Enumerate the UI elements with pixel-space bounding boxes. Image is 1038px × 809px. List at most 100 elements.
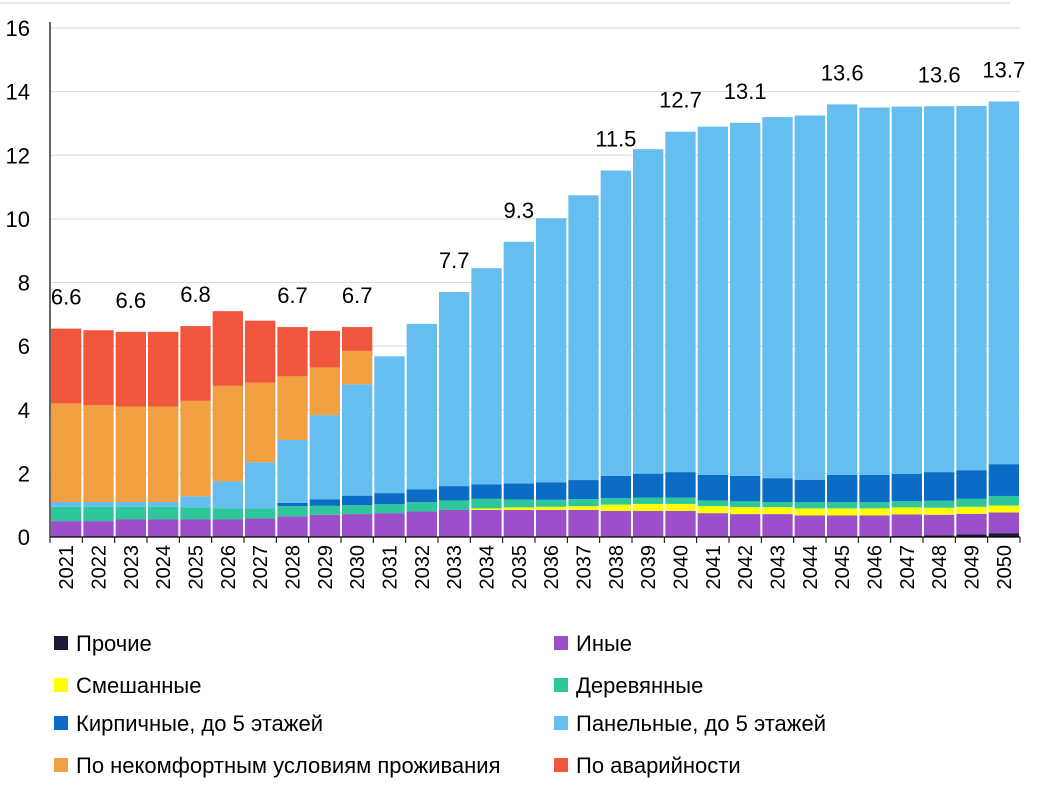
- bar-segment-2050-s4: [988, 464, 1019, 496]
- bar-segment-2033-s5: [439, 292, 470, 487]
- bar-segment-2025-s3: [180, 507, 211, 520]
- total-label-2028: 6.7: [277, 283, 308, 308]
- bar-segment-2047-s3: [891, 501, 922, 508]
- legend-label-3: Деревянные: [576, 673, 703, 698]
- bar-segment-2046-s3: [859, 502, 890, 509]
- bar-segment-2033-s3: [439, 500, 470, 510]
- bar-segment-2040-s1: [665, 510, 696, 537]
- x-tick-label: 2023: [121, 545, 143, 590]
- bar-segment-2039-s4: [633, 473, 664, 498]
- bar-segment-2046-s4: [859, 474, 890, 503]
- bar-segment-2025-s6: [180, 400, 211, 497]
- total-label-2040: 12.7: [659, 88, 702, 113]
- bar-segment-2050-s5: [988, 101, 1019, 465]
- bar-segment-2026-s6: [212, 385, 243, 482]
- bar-segment-2027-s6: [245, 382, 276, 463]
- legend-label-4: Кирпичные, до 5 этажей: [76, 711, 323, 736]
- y-tick-label: 12: [6, 143, 30, 168]
- bar-segment-2023-s1: [115, 519, 146, 537]
- x-tick-label: 2047: [897, 545, 919, 590]
- bar-segment-2025-s7: [180, 326, 211, 401]
- bar-segment-2030-s4: [342, 495, 373, 506]
- bar-segment-2048-s3: [924, 500, 955, 508]
- y-tick-label: 6: [18, 334, 30, 359]
- bar-segment-2022-s1: [83, 521, 114, 537]
- bar-segment-2045-s2: [827, 508, 858, 516]
- bar-segment-2037-s1: [568, 509, 599, 537]
- bar-segment-2043-s5: [762, 117, 793, 479]
- x-tick-label: 2029: [315, 545, 337, 590]
- x-tick-label: 2046: [865, 545, 887, 590]
- bar-segment-2049-s2: [956, 506, 987, 514]
- x-tick-label: 2030: [347, 545, 369, 590]
- bar-segment-2024-s6: [148, 406, 179, 503]
- legend-label-1: Иные: [576, 631, 632, 656]
- bar-segment-2026-s7: [212, 311, 243, 386]
- gridlines: [0, 2, 1020, 474]
- bar-segment-2021-s6: [51, 403, 82, 503]
- bar-segment-2021-s1: [51, 521, 82, 537]
- bar-segment-2022-s5: [83, 502, 114, 507]
- bar-segment-2030-s7: [342, 327, 373, 351]
- bar-segment-2032-s1: [406, 511, 437, 537]
- bar-segment-2050-s2: [988, 505, 1019, 513]
- bar-segment-2044-s5: [794, 115, 825, 480]
- bar-segment-2032-s4: [406, 489, 437, 503]
- bar-segment-2029-s3: [309, 505, 340, 515]
- x-tick-label: 2048: [929, 545, 951, 590]
- x-tick-label: 2024: [153, 545, 175, 590]
- legend-label-7: По аварийности: [576, 753, 741, 778]
- bar-segment-2042-s3: [730, 501, 761, 508]
- total-label-2025: 6.8: [180, 282, 211, 307]
- x-tick-label: 2033: [444, 545, 466, 590]
- bar-segment-2041-s1: [697, 513, 728, 537]
- bar-segment-2035-s2: [503, 507, 534, 510]
- bar-segment-2045-s1: [827, 515, 858, 537]
- x-tick-label: 2043: [768, 545, 790, 590]
- bar-segment-2022-s6: [83, 404, 114, 503]
- bar-segment-2027-s3: [245, 508, 276, 519]
- bar-segment-2038-s5: [600, 170, 631, 476]
- bar-segment-2037-s2: [568, 506, 599, 510]
- bar-segment-2024-s7: [148, 331, 179, 407]
- legend-swatch-4: [54, 716, 68, 730]
- bar-segment-2046-s5: [859, 107, 890, 475]
- bar-segment-2045-s5: [827, 104, 858, 475]
- y-tick-label: 10: [6, 207, 30, 232]
- x-tick-label: 2021: [56, 545, 78, 590]
- bar-segment-2035-s1: [503, 509, 534, 537]
- total-label-2030: 6.7: [342, 283, 373, 308]
- bar-segment-2029-s7: [309, 330, 340, 368]
- bar-segment-2041-s2: [697, 506, 728, 514]
- bar-segment-2024-s5: [148, 502, 179, 507]
- bar-segment-2042-s5: [730, 122, 761, 476]
- bar-segment-2034-s2: [471, 508, 502, 510]
- bar-segment-2031-s1: [374, 513, 405, 537]
- bar-segment-2021-s3: [51, 506, 82, 522]
- legend-swatch-5: [554, 716, 568, 730]
- bar-segment-2049-s5: [956, 105, 987, 471]
- total-label-2042: 13.1: [724, 79, 767, 104]
- bar-segment-2030-s5: [342, 384, 373, 496]
- bar-segment-2039-s2: [633, 503, 664, 511]
- legend-swatch-6: [54, 758, 68, 772]
- x-tick-label: 2027: [250, 545, 272, 590]
- bar-segment-2042-s4: [730, 475, 761, 502]
- bar-segment-2040-s3: [665, 497, 696, 504]
- x-tick-label: 2032: [412, 545, 434, 590]
- bar-segment-2049-s0: [956, 534, 987, 537]
- bar-segment-2049-s1: [956, 513, 987, 535]
- bar-segment-2049-s3: [956, 498, 987, 507]
- bar-segment-2034-s5: [471, 268, 502, 485]
- bar-segment-2037-s5: [568, 195, 599, 481]
- bar-segment-2047-s2: [891, 507, 922, 515]
- x-tick-label: 2049: [962, 545, 984, 590]
- y-tick-label: 16: [6, 16, 30, 41]
- bar-segment-2028-s7: [277, 327, 308, 377]
- bar-segment-2035-s5: [503, 241, 534, 484]
- bar-segment-2047-s4: [891, 474, 922, 502]
- total-label-2023: 6.6: [116, 288, 147, 313]
- bar-segment-2028-s3: [277, 506, 308, 517]
- legend-label-6: По некомфортным условиям проживания: [76, 753, 501, 778]
